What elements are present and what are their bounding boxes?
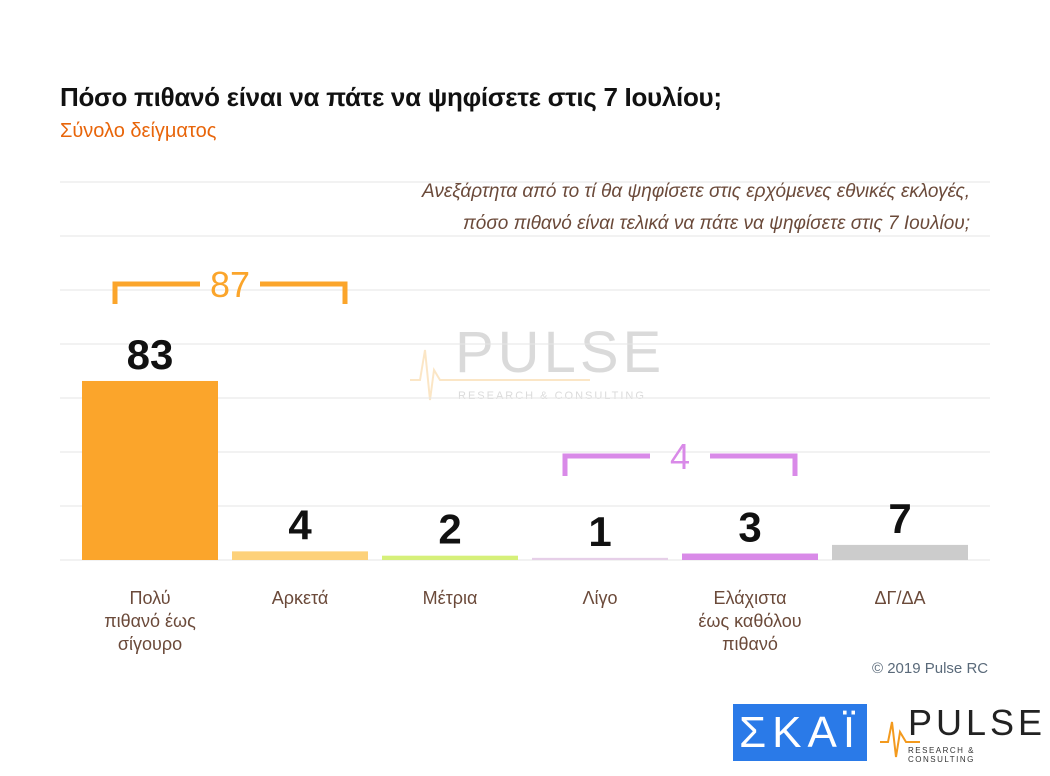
bar xyxy=(82,380,218,560)
bracket-label: 4 xyxy=(670,436,690,477)
category-label: Λίγο xyxy=(582,588,617,608)
bar xyxy=(832,544,968,560)
category-label: σίγουρο xyxy=(118,634,182,654)
category-label: Ελάχιστα xyxy=(714,588,787,608)
bar xyxy=(682,553,818,560)
category-label: Αρκετά xyxy=(272,588,329,608)
copyright: © 2019 Pulse RC xyxy=(872,660,989,677)
bar xyxy=(532,557,668,560)
skai-logo: ΣΚΑΪ xyxy=(733,704,867,761)
watermark-sub: RESEARCH & CONSULTING xyxy=(458,390,646,402)
category-label: πιθανό έως xyxy=(104,611,196,631)
category-label: Μέτρια xyxy=(423,588,478,608)
pulse-logo-text: PULSE xyxy=(908,702,1047,743)
category-label: έως καθόλου xyxy=(698,611,801,631)
pulse-watermark: PULSE RESEARCH & CONSULTING xyxy=(410,320,665,402)
question-line-2: πόσο πιθανό είναι τελικά να πάτε να ψηφί… xyxy=(463,213,970,234)
watermark-pulse: PULSE xyxy=(455,320,665,385)
data-label: 4 xyxy=(288,501,312,548)
category-label: ΔΓ/ΔΑ xyxy=(875,588,926,608)
category-label: Πολύ xyxy=(129,588,170,608)
data-label: 2 xyxy=(438,506,461,553)
data-label: 1 xyxy=(588,508,611,555)
bar xyxy=(382,555,518,560)
bracket xyxy=(562,453,798,476)
data-label: 3 xyxy=(738,504,761,551)
pulse-logo: PULSE RESEARCH & CONSULTING xyxy=(880,702,1042,764)
chart-title: Πόσο πιθανό είναι να πάτε να ψηφίσετε στ… xyxy=(60,82,722,112)
pulse-wave-icon xyxy=(880,721,920,758)
bracket-label: 87 xyxy=(210,264,250,305)
question-text: Ανεξάρτητα από το τί θα ψηφίσετε στις ερ… xyxy=(270,176,970,240)
pulse-logo-sub: RESEARCH & CONSULTING xyxy=(908,746,976,764)
bar xyxy=(232,551,368,560)
data-label: 83 xyxy=(127,331,174,378)
question-line-1: Ανεξάρτητα από το τί θα ψηφίσετε στις ερ… xyxy=(422,181,970,202)
data-label: 7 xyxy=(888,495,911,542)
category-label: πιθανό xyxy=(722,634,778,654)
chart-subtitle: Σύνολο δείγματος xyxy=(60,120,217,142)
bracket xyxy=(112,281,348,304)
